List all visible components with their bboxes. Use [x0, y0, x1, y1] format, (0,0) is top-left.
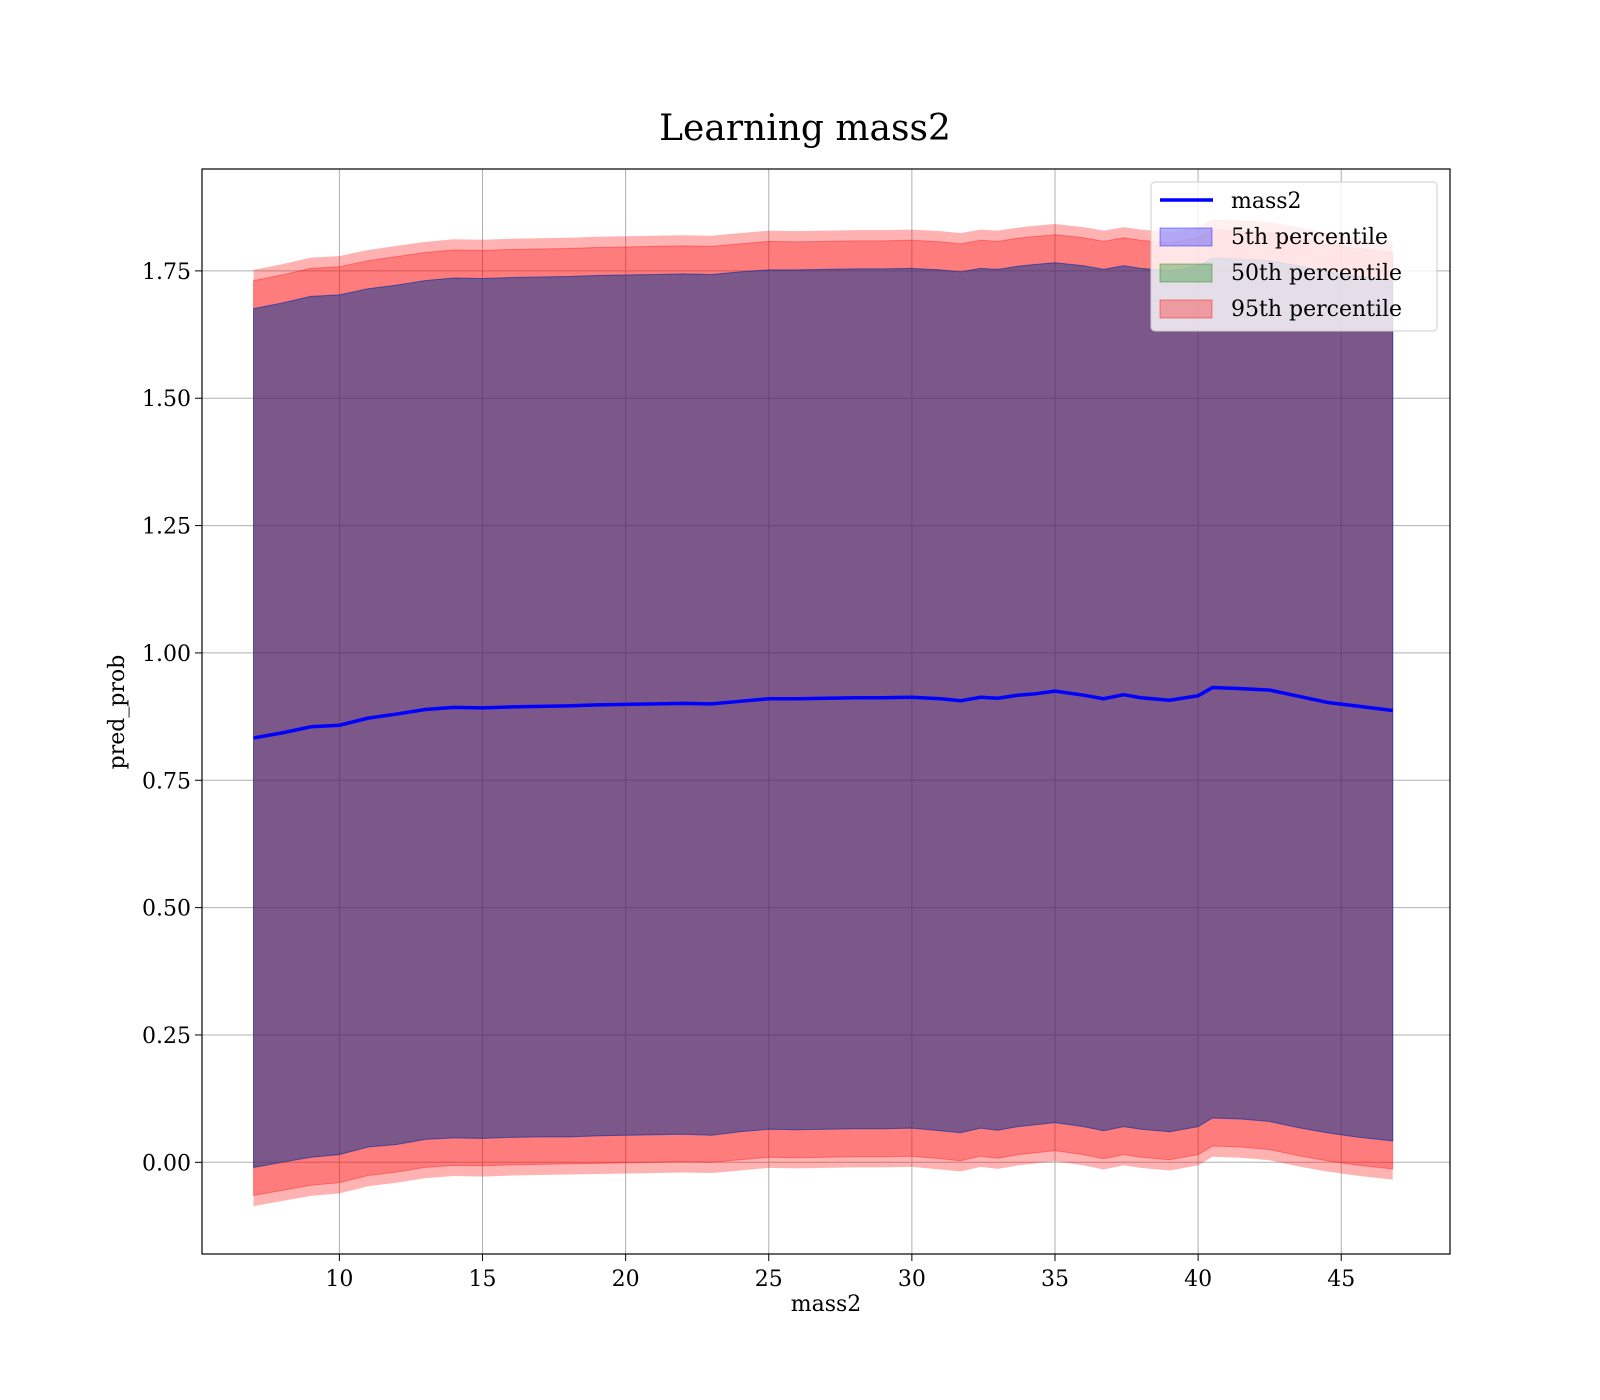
lines-layer: [253, 685, 1393, 740]
legend-label-95th-percentile: 95th percentile: [1231, 297, 1402, 322]
x-tick-label: 20: [612, 1267, 640, 1292]
x-tick-label: 10: [325, 1267, 353, 1292]
x-axis-label: mass2: [791, 1292, 862, 1317]
y-tick-label: 0.25: [142, 1024, 191, 1049]
outer-band-area: [253, 219, 1393, 1207]
y-tick-label: 0.75: [142, 769, 191, 794]
legend-swatch-50th-percentile: [1159, 263, 1213, 283]
legend-label-mass2: mass2: [1231, 189, 1302, 214]
x-axis: 10 15 20 25 30 35 40 45: [325, 1254, 1355, 1292]
band-5th-percentile: [253, 257, 1394, 1168]
band-95th-percentile: [253, 229, 1394, 1197]
band-50th-percentile: [253, 257, 1394, 1168]
series-line-mass2: [253, 685, 1393, 740]
x-tick-label: 25: [755, 1267, 783, 1292]
bands-layer: [253, 219, 1394, 1207]
y-tick-label: 0.00: [142, 1151, 191, 1176]
x-tick-label: 40: [1184, 1267, 1212, 1292]
y-tick-label: 1.00: [142, 642, 191, 667]
y-tick-label: 1.50: [142, 387, 191, 412]
legend-swatch-95th-percentile: [1159, 299, 1213, 319]
legend-box: [1150, 181, 1438, 332]
legend: mass2 5th percentile 50th percentile 95t…: [1150, 181, 1438, 332]
grid-layer: [202, 169, 1450, 1254]
legend-label-5th-percentile: 5th percentile: [1231, 225, 1388, 250]
y-axis: 0.00 0.25 0.50 0.75 1.00 1.25 1.50 1.75: [142, 260, 202, 1176]
x-tick-label: 15: [469, 1267, 497, 1292]
y-axis-label: pred_prob: [105, 655, 130, 770]
y-tick-label: 0.50: [142, 897, 191, 922]
chart-title: Learning mass2: [659, 108, 951, 149]
legend-label-50th-percentile: 50th percentile: [1231, 261, 1402, 286]
x-tick-label: 35: [1041, 1267, 1069, 1292]
x-tick-label: 30: [898, 1267, 926, 1292]
y-tick-label: 1.75: [142, 260, 191, 285]
legend-swatch-5th-percentile: [1159, 227, 1213, 247]
x-tick-label: 45: [1327, 1267, 1355, 1292]
y-tick-label: 1.25: [142, 515, 191, 540]
plot-frame: [201, 168, 1451, 1255]
